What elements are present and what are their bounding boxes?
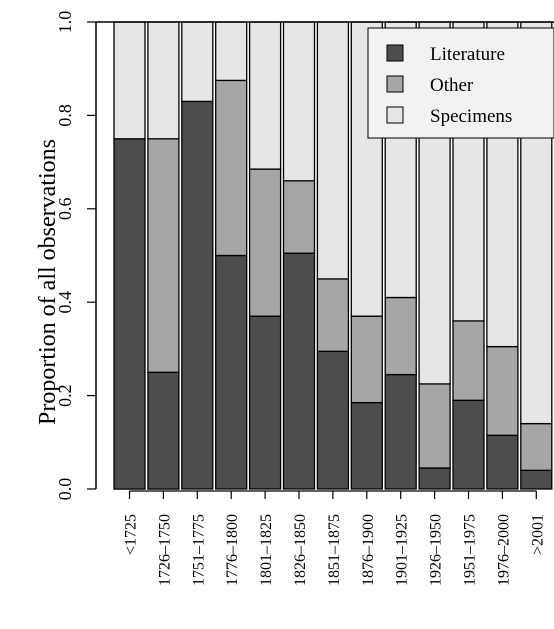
bar-other-11: [486, 345, 519, 436]
bar-literature-6: [316, 350, 350, 490]
bar-literature-2: [181, 100, 214, 490]
bar-literature-4: [248, 315, 282, 490]
bar-literature-1: [147, 371, 180, 490]
legend-swatch-literature: [386, 44, 404, 62]
bar-other-1: [147, 138, 180, 373]
bar-literature-11: [486, 434, 519, 490]
bar-other-10: [452, 320, 485, 401]
y-tick-label-1: 0.2: [55, 384, 75, 407]
y-tick-label-5: 1.0: [55, 11, 75, 34]
bar-specimens-1: [147, 21, 180, 140]
bar-other-5: [282, 180, 316, 254]
bar-other-8: [384, 296, 417, 376]
y-tick-label-3: 0.6: [55, 198, 75, 221]
x-tick-label-8: 1901–1925: [394, 514, 411, 586]
bar-literature-9: [418, 467, 451, 490]
x-tick-label-12: >2001: [529, 514, 546, 555]
bar-literature-0: [113, 138, 146, 490]
y-tick-label-0: 0.0: [55, 478, 75, 501]
axes-layer: 0.0 0.2 0.4 0.6 0.8 1.0 <1725 1726–1750 1751–177…: [55, 11, 554, 586]
bar-other-12: [520, 422, 553, 471]
x-tick-label-3: 1776–1800: [224, 514, 241, 586]
x-tick-label-4: 1801–1825: [258, 514, 275, 586]
bar-other-6: [316, 278, 350, 352]
legend: Literature Other Specimens: [367, 27, 554, 139]
x-tick-label-10: 1951–1975: [462, 514, 479, 586]
bar-literature-12: [520, 469, 553, 490]
bar-literature-8: [384, 373, 417, 490]
bar-specimens-6: [316, 21, 350, 280]
bars-layer: [113, 21, 553, 490]
bar-other-9: [418, 383, 451, 469]
bar-literature-7: [350, 401, 383, 490]
x-tick-label-2: 1751–1775: [190, 514, 207, 586]
bar-specimens-2: [181, 21, 214, 103]
x-tick-label-6: 1851–1875: [326, 514, 343, 586]
y-axis-label: Proportion of all observations: [35, 139, 61, 425]
bar-specimens-4: [248, 21, 282, 170]
x-tick-label-1: 1726–1750: [156, 514, 173, 586]
x-tick-label-0: <1725: [123, 514, 140, 555]
x-tick-label-9: 1926–1950: [428, 514, 445, 586]
bar-literature-10: [452, 399, 485, 490]
bar-literature-3: [215, 254, 248, 490]
x-tick-label-5: 1826–1850: [292, 514, 309, 586]
bar-literature-5: [282, 252, 316, 490]
bar-other-4: [248, 168, 282, 317]
bar-specimens-5: [282, 21, 316, 182]
legend-swatch-specimens: [386, 106, 404, 124]
y-tick-label-4: 0.8: [55, 104, 75, 127]
bar-specimens-3: [215, 21, 248, 82]
bar-other-3: [215, 79, 248, 257]
legend-label-literature: Literature: [430, 44, 505, 65]
legend-label-other: Other: [430, 75, 474, 96]
x-tick-label-7: 1876–1900: [360, 514, 377, 586]
legend-swatch-other: [386, 75, 404, 93]
y-tick-label-2: 0.4: [55, 291, 75, 314]
bar-specimens-0: [113, 21, 146, 140]
legend-label-specimens: Specimens: [430, 106, 512, 127]
bar-other-7: [350, 315, 383, 404]
x-tick-label-11: 1976–2000: [495, 514, 512, 586]
